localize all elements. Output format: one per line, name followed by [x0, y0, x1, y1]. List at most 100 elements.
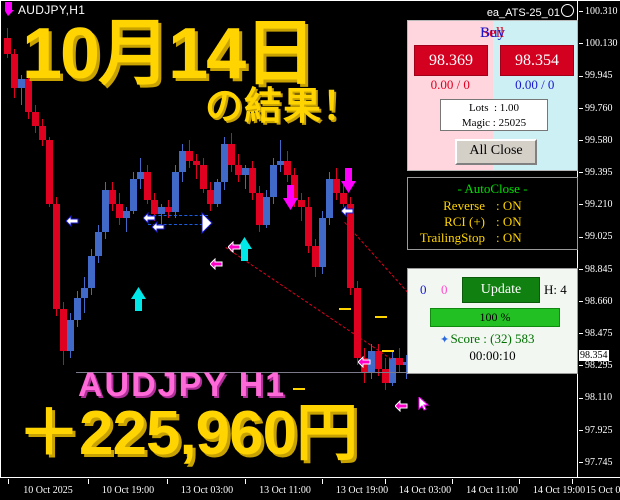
candle-body — [221, 143, 228, 183]
order-marker-white-3 — [201, 211, 213, 235]
candle-body — [263, 196, 270, 225]
candle-body — [340, 193, 347, 204]
candle-body — [102, 189, 109, 232]
candle-body — [130, 178, 137, 211]
order-marker-white-1 — [143, 212, 156, 224]
time-tick-mark — [88, 479, 89, 484]
autoclose-key-rci: RCI (+) — [444, 214, 485, 229]
sell-lots-value: 0.00 / 0 — [430, 77, 470, 92]
candle-body — [298, 200, 305, 208]
overlay-pair-text: AUDJPY H1 — [78, 366, 287, 404]
star-icon: ✦ — [440, 334, 450, 346]
candle-body — [137, 171, 144, 179]
autoclose-value-reverse[interactable]: : ON — [496, 198, 522, 213]
candle-body — [403, 361, 410, 366]
candle-wick — [301, 193, 302, 222]
autoclose-panel: - AutoClose - Reverse : ON RCI (+) : ON … — [407, 177, 578, 250]
candle-body — [228, 143, 235, 165]
lots-row: Lots : 1.00 — [468, 102, 520, 114]
frame-top-border — [0, 0, 620, 1]
time-tick-mark — [519, 479, 520, 484]
candle-body — [319, 217, 326, 267]
candle-body — [347, 203, 354, 288]
autoclose-value-rci[interactable]: : ON — [496, 214, 522, 229]
smiley-icon — [561, 4, 574, 17]
price-tick: 98.845 — [579, 264, 613, 275]
order-marker-pink-2 — [210, 258, 223, 270]
candle-body — [368, 351, 375, 373]
candle-body — [396, 358, 403, 366]
candle-wick — [406, 354, 407, 380]
candle-body — [361, 358, 368, 373]
overlay-profit-text: ＋225,960円 — [18, 399, 358, 468]
all-close-button[interactable]: All Close — [455, 139, 537, 165]
candle-body — [179, 150, 186, 172]
candle-wick — [161, 203, 162, 225]
price-tick: 98.475 — [579, 328, 613, 339]
candle-body — [214, 182, 221, 204]
update-button[interactable]: Update — [462, 277, 540, 303]
overlay-date-text: 10月14日 — [22, 14, 316, 94]
lots-magic-box: Lots : 1.00 Magic : 25025 — [440, 99, 548, 131]
order-marker-white-4 — [66, 215, 79, 227]
candle-body — [32, 112, 39, 127]
candle-body — [18, 78, 25, 88]
price-tick: 97.925 — [579, 425, 613, 436]
candle-body — [256, 193, 263, 225]
candle-body — [242, 168, 249, 176]
time-tick-label: 13 Oct 03:00 — [180, 485, 234, 496]
candle-body — [74, 298, 81, 320]
price-tick: 100.130 — [579, 38, 618, 49]
candle-body — [60, 309, 67, 352]
candle-wick — [280, 140, 281, 172]
ea-name-text: ea_ATS-25_01 — [486, 7, 560, 19]
order-marker-pink-4 — [395, 400, 408, 412]
symbol-arrow-icon — [5, 2, 14, 16]
time-tick-label: 10 Oct 19:00 — [101, 485, 155, 496]
timer-label: 00:00:10 — [469, 348, 516, 363]
price-tick: 98.295 — [579, 360, 613, 371]
level-marker-2 — [375, 316, 387, 318]
candle-wick — [245, 164, 246, 190]
candle-body — [116, 203, 123, 218]
candle-body — [326, 178, 333, 218]
time-tick-label: 10 Oct 2025 — [23, 485, 73, 496]
price-tick: 99.395 — [579, 167, 613, 178]
candle-body — [144, 171, 151, 201]
candle-wick — [21, 75, 22, 106]
time-tick-label: 14 Oct 11:00 — [466, 485, 518, 496]
sell-price-button[interactable]: 98.369 — [414, 45, 488, 76]
time-tick-mark — [572, 479, 573, 484]
order-marker-pink-3 — [358, 356, 371, 368]
price-tick: 99.945 — [579, 70, 613, 81]
counter-a: 0 — [420, 282, 427, 297]
level-marker-1 — [339, 308, 351, 310]
candle-body — [88, 256, 95, 288]
price-scale[interactable]: 100.310 100.130 99.945 99.760 99.580 99.395 99… — [579, 0, 620, 478]
candle-body — [305, 207, 312, 246]
time-tick-label: 15 Oct 03:00 — [585, 485, 620, 496]
buy-signal-arrow-icon — [237, 237, 252, 261]
level-line-lower — [148, 224, 208, 225]
order-marker-white-2 — [152, 221, 165, 233]
candle-body — [193, 161, 200, 165]
time-tick-label: 13 Oct 11:00 — [259, 485, 311, 496]
candle-body — [46, 140, 53, 204]
hour-label: H: 4 — [544, 282, 567, 297]
candle-body — [158, 207, 165, 215]
time-scale[interactable]: 10 Oct 2025 10 Oct 19:00 13 Oct 03:00 13 Oc… — [0, 479, 620, 500]
buy-lots-value: 0.00 / 0 — [515, 77, 555, 92]
candle-body — [165, 207, 172, 213]
sell-signal-arrow-icon-2 — [341, 168, 356, 193]
buy-signal-arrow-icon-2 — [131, 287, 146, 311]
magic-row: Magic : 25025 — [461, 117, 527, 129]
level-marker-4 — [293, 388, 305, 390]
price-tick: 100.310 — [579, 6, 618, 17]
candle-body — [81, 287, 88, 299]
progress-bar: 100 % — [430, 308, 560, 327]
candle-body — [312, 245, 319, 267]
time-tick-mark — [452, 479, 453, 484]
autoclose-value-trailingstop[interactable]: : ON — [496, 230, 522, 245]
candle-wick — [196, 154, 197, 179]
buy-price-button[interactable]: 98.354 — [500, 45, 574, 76]
